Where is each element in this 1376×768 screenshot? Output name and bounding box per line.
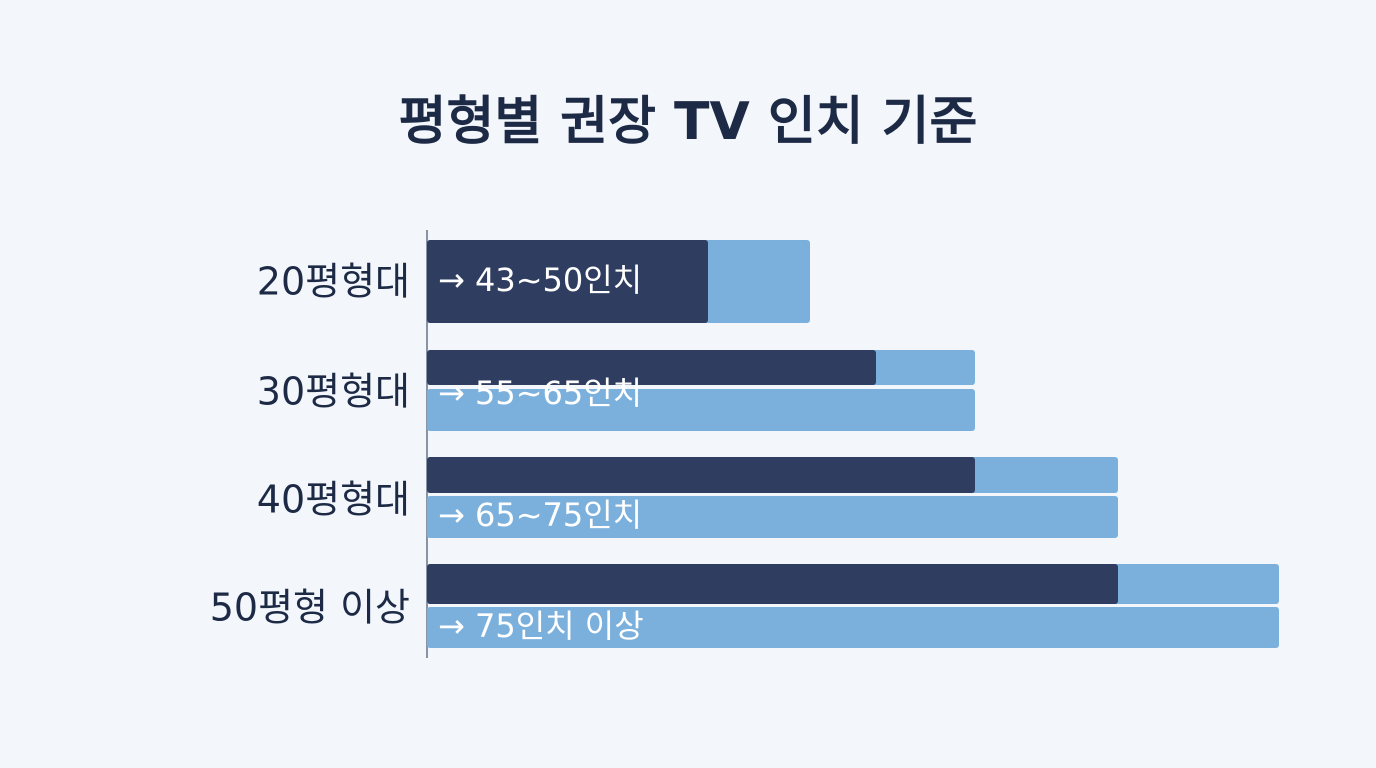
row-label: 40평형대 [257, 478, 410, 522]
row-label: 50평형 이상 [210, 586, 410, 630]
bar-dark [427, 240, 708, 323]
row-label: 30평형대 [257, 370, 410, 414]
title: 평형별 권장 TV 인치 기준 [399, 92, 978, 152]
bar-light [427, 496, 1118, 538]
range-label: → 43~50인치 [438, 261, 642, 299]
range-label: → 55~65인치 [438, 374, 642, 412]
row-label: 20평형대 [257, 260, 410, 304]
range-label: → 65~75인치 [438, 496, 642, 534]
bar-dark [427, 350, 876, 385]
bar-dark [427, 564, 1118, 604]
range-label: → 75인치 이상 [438, 607, 644, 645]
bar-dark [427, 457, 975, 493]
bar-light [427, 607, 1279, 648]
bar-light [427, 389, 975, 431]
